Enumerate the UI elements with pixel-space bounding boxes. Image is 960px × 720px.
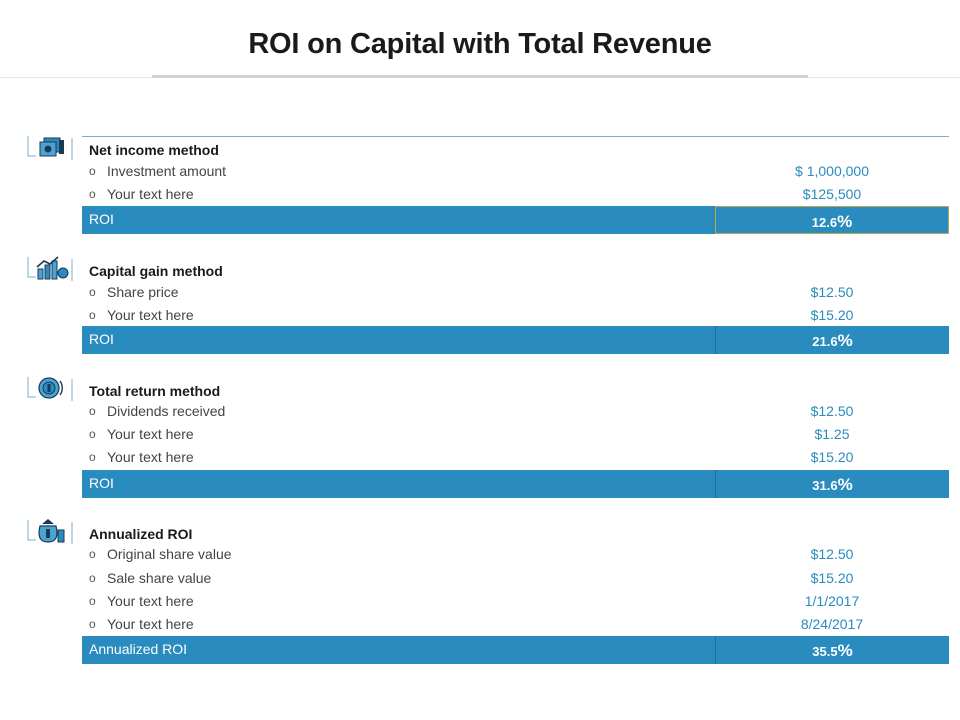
bullet-icon: o (89, 164, 96, 178)
list-item: o Investment amount $ 1,000,000 (82, 160, 949, 183)
roi-label: Annualized ROI (89, 641, 188, 657)
row-label: Your text here (107, 307, 194, 323)
row-label: Sale share value (107, 570, 212, 586)
row-label: Investment amount (107, 163, 227, 179)
row-value: $12.50 (810, 546, 854, 562)
row-value: 8/24/2017 (800, 616, 864, 632)
row-value: $12.50 (810, 284, 854, 300)
row-value: 1/1/2017 (804, 593, 860, 609)
row-label: Your text here (107, 426, 194, 442)
roi-result-bar: ROI 21.6% (82, 326, 949, 354)
section-heading: Capital gain method (89, 263, 223, 279)
list-item: o Dividends received $12.50 (82, 400, 949, 423)
roi-result-bar: ROI 31.6% (82, 470, 949, 498)
row-value: $1.25 (814, 426, 850, 442)
list-item: o Original share value $12.50 (82, 543, 949, 566)
roi-unit: % (837, 641, 853, 660)
list-item: o Sale share value $15.20 (82, 567, 949, 590)
list-item: o Your text here $125,500 (82, 183, 949, 206)
bullet-icon: o (89, 187, 96, 201)
bullet-icon: o (89, 404, 96, 418)
roi-unit: % (837, 331, 853, 350)
section-heading: Total return method (89, 383, 221, 399)
row-label: Your text here (107, 616, 194, 632)
roi-label: ROI (89, 475, 114, 491)
row-value: $ 1,000,000 (795, 163, 869, 179)
bullet-icon: o (89, 617, 96, 631)
bullet-icon: o (89, 427, 96, 441)
list-item: o Your text here $15.20 (82, 446, 949, 469)
roi-label: ROI (89, 211, 114, 227)
roi-value: 12.6% (715, 206, 949, 234)
bullet-icon: o (89, 308, 96, 322)
section-heading: Annualized ROI (89, 526, 193, 542)
growth-chart-icon (26, 255, 74, 283)
roi-unit: % (837, 212, 853, 231)
roi-value: 31.6% (715, 470, 949, 498)
row-label: Original share value (107, 546, 232, 562)
roi-number: 12.6 (811, 215, 838, 230)
roi-number: 21.6 (812, 334, 838, 349)
roi-value: 35.5% (715, 636, 949, 664)
list-item: o Your text here $1.25 (82, 423, 949, 446)
roi-value: 21.6% (715, 326, 949, 354)
bullet-icon: o (89, 285, 96, 299)
row-value: $15.20 (810, 570, 854, 586)
row-label: Your text here (107, 593, 194, 609)
list-item: o Your text here $15.20 (82, 304, 949, 327)
money-stack-icon (26, 134, 74, 162)
roi-result-bar: Annualized ROI 35.5% (82, 636, 949, 664)
roi-number: 31.6 (812, 478, 838, 493)
row-label: Your text here (107, 186, 194, 202)
row-value: $15.20 (810, 307, 854, 323)
list-item: o Your text here 1/1/2017 (82, 590, 949, 613)
bullet-icon: o (89, 594, 96, 608)
row-value: $125,500 (802, 186, 862, 202)
page-title: ROI on Capital with Total Revenue (248, 28, 712, 60)
bullet-icon: o (89, 547, 96, 561)
section-rule (82, 136, 949, 137)
row-value: $12.50 (810, 403, 854, 419)
title-underline (152, 75, 808, 78)
roi-unit: % (837, 475, 853, 494)
row-label: Your text here (107, 449, 194, 465)
row-value: $15.20 (810, 449, 854, 465)
roi-label: ROI (89, 331, 114, 347)
coin-return-icon (26, 375, 74, 403)
section-heading: Net income method (89, 142, 219, 158)
list-item: o Your text here 8/24/2017 (82, 613, 949, 636)
roi-number: 35.5 (812, 644, 838, 659)
bullet-icon: o (89, 571, 96, 585)
money-bag-icon (26, 518, 74, 546)
roi-result-bar: ROI 12.6% (82, 206, 949, 234)
list-item: o Share price $12.50 (82, 281, 949, 304)
row-label: Share price (107, 284, 179, 300)
row-label: Dividends received (107, 403, 226, 419)
bullet-icon: o (89, 450, 96, 464)
